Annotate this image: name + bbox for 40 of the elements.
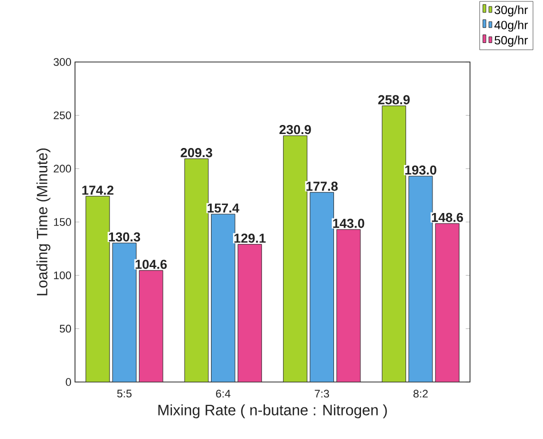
data-label: 174.2 xyxy=(82,186,114,195)
bar xyxy=(211,214,235,382)
legend-label: 40g/hr xyxy=(494,20,528,32)
bar xyxy=(112,243,136,382)
bar xyxy=(336,229,360,382)
data-label: 258.9 xyxy=(378,95,410,104)
data-label: 230.9 xyxy=(279,125,311,134)
x-tick-label: 5:5 xyxy=(117,390,132,398)
bar xyxy=(238,244,262,382)
bar xyxy=(184,158,208,382)
data-label: 130.3 xyxy=(108,232,140,242)
bar xyxy=(435,223,460,382)
bar xyxy=(310,192,334,382)
bar xyxy=(139,270,163,382)
y-tick-label: 150 xyxy=(54,218,72,226)
x-tick-label: 7:3 xyxy=(314,390,330,398)
y-tick-label: 0 xyxy=(66,378,72,386)
x-tick-label: 8:2 xyxy=(413,390,428,398)
y-tick-label: 50 xyxy=(60,324,72,333)
legend-label: 30g/hr xyxy=(494,5,528,17)
legend-label: 50g/hr xyxy=(494,36,528,47)
data-label: 177.8 xyxy=(306,182,338,191)
data-label: 143.0 xyxy=(333,218,364,228)
data-label: 157.4 xyxy=(208,204,240,213)
bar xyxy=(408,176,433,382)
y-tick-label: 100 xyxy=(54,271,72,280)
bar xyxy=(283,136,308,382)
data-label: 148.6 xyxy=(432,212,464,222)
bar xyxy=(382,106,406,382)
y-tick-label: 300 xyxy=(54,58,72,66)
y-tick-label: 250 xyxy=(54,111,72,120)
data-label: 104.6 xyxy=(136,260,167,269)
bar xyxy=(86,196,110,382)
y-tick-label: 200 xyxy=(54,164,72,173)
data-label: 193.0 xyxy=(405,165,436,175)
y-axis-title: Loading Time (Minute) xyxy=(36,148,50,296)
x-axis-title: Mixing Rate ( n-butane : Nitrogen ) xyxy=(158,404,387,418)
x-tick-label: 6:4 xyxy=(216,390,230,398)
data-label: 209.3 xyxy=(180,148,212,158)
data-label: 129.1 xyxy=(234,234,266,243)
